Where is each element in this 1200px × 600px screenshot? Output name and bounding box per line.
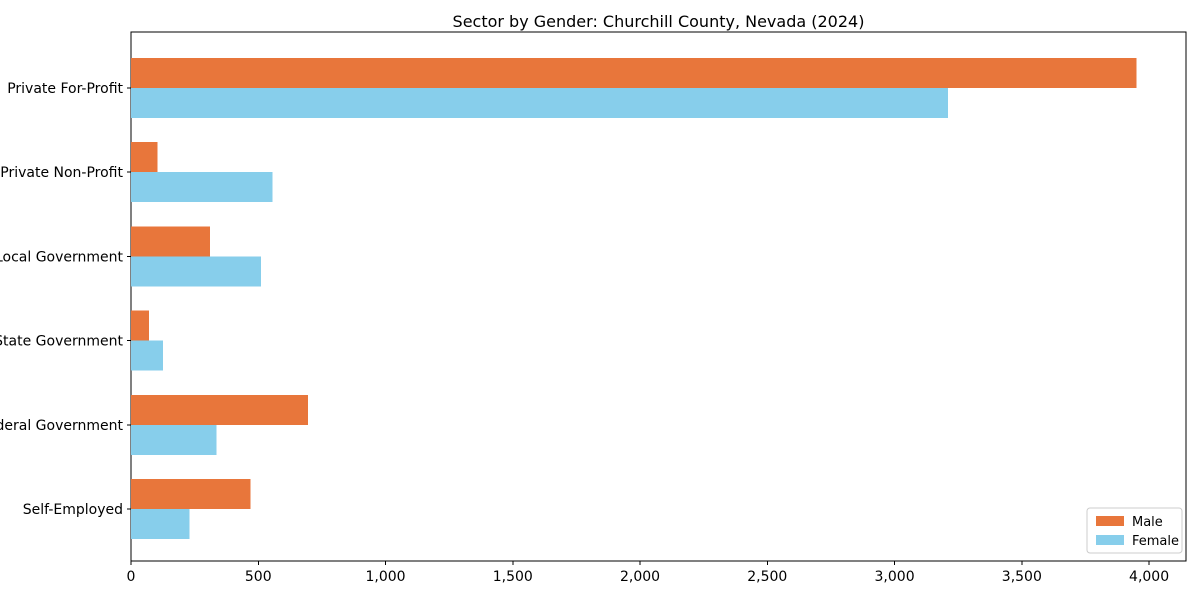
bar-female-private-for-profit <box>131 88 949 118</box>
bar-male-private-for-profit <box>131 58 1137 88</box>
chart-title: Sector by Gender: Churchill County, Neva… <box>452 12 865 31</box>
bar-female-private-non-profit <box>131 172 273 203</box>
bar-male-local-government <box>131 226 210 257</box>
x-axis: 0 500 1,000 1,500 2,000 2,500 3,000 3,500 4,000 <box>127 561 1169 585</box>
x-tick-label-2500: 2,500 <box>747 569 787 585</box>
x-tick-label-3500: 3,500 <box>1002 569 1042 585</box>
y-tick-label-local-government: Local Government <box>0 249 124 265</box>
y-tick-label-federal-government: Federal Government <box>0 418 124 434</box>
x-tick-label-1500: 1,500 <box>493 569 533 585</box>
bar-male-federal-government <box>131 394 308 425</box>
bars-group <box>131 58 1137 539</box>
x-tick-label-4000: 4,000 <box>1129 569 1169 585</box>
bar-male-private-non-profit <box>131 142 158 173</box>
y-axis: Private For-Profit Private Non-Profit Loca… <box>0 81 131 518</box>
legend-label-male: Male <box>1132 515 1163 530</box>
legend: Male Female <box>1086 507 1183 554</box>
legend-swatch-female <box>1096 535 1124 545</box>
bar-female-self-employed <box>131 509 190 539</box>
y-tick-label-state-government: State Government <box>0 334 123 350</box>
bar-female-local-government <box>131 256 261 287</box>
bar-male-self-employed <box>131 479 251 509</box>
bar-female-state-government <box>131 340 163 371</box>
y-tick-label-self-employed: Self-Employed <box>23 502 123 518</box>
legend-swatch-male <box>1096 516 1124 526</box>
legend-label-female: Female <box>1132 534 1179 549</box>
bar-male-state-government <box>131 310 149 341</box>
x-tick-label-3000: 3,000 <box>875 569 915 585</box>
y-tick-label-private-non-profit: Private Non-Profit <box>0 165 123 181</box>
x-tick-label-0: 0 <box>127 569 136 585</box>
x-tick-label-500: 500 <box>245 569 272 585</box>
y-tick-label-private-for-profit: Private For-Profit <box>7 81 123 97</box>
x-tick-label-1000: 1,000 <box>365 569 405 585</box>
bar-female-federal-government <box>131 424 217 455</box>
plot-border <box>130 31 1187 562</box>
x-tick-label-2000: 2,000 <box>620 569 660 585</box>
